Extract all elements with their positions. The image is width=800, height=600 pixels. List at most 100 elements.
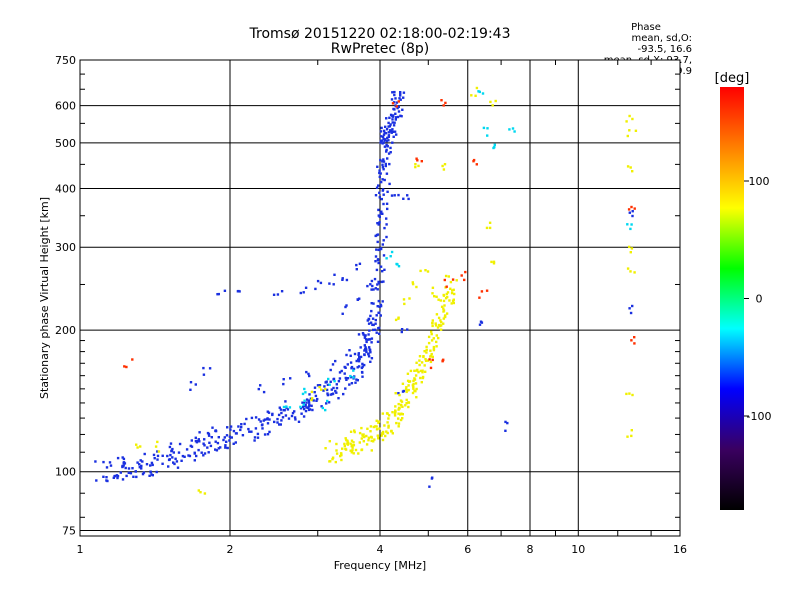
data-point: [225, 434, 229, 437]
data-point: [135, 475, 138, 479]
data-point: [474, 94, 477, 97]
data-point: [123, 365, 126, 368]
data-point: [354, 448, 358, 452]
data-point: [408, 380, 412, 383]
data-point: [407, 197, 410, 201]
data-point: [358, 357, 361, 361]
data-point: [406, 379, 410, 383]
data-point: [431, 319, 434, 322]
data-point: [341, 277, 344, 280]
data-point: [397, 412, 400, 415]
data-point: [174, 457, 177, 460]
data-point: [366, 338, 369, 341]
data-point: [157, 450, 161, 453]
data-point: [377, 420, 381, 423]
data-point: [631, 210, 634, 213]
data-point: [371, 323, 374, 326]
data-point: [362, 333, 365, 336]
data-point: [355, 378, 358, 381]
data-point: [397, 406, 401, 410]
data-point: [293, 416, 297, 419]
data-point: [491, 104, 494, 107]
data-point: [368, 338, 371, 341]
data-point: [394, 118, 397, 121]
data-point: [261, 423, 264, 426]
data-point: [378, 427, 381, 430]
data-point: [305, 398, 309, 401]
data-point: [506, 421, 509, 425]
data-point: [177, 451, 181, 454]
data-point: [314, 394, 318, 398]
data-point: [346, 363, 349, 366]
data-point: [247, 427, 250, 431]
data-point: [630, 339, 633, 342]
data-point: [431, 321, 434, 325]
data-point: [431, 292, 434, 295]
data-point: [392, 135, 395, 138]
data-point: [480, 290, 484, 293]
data-point: [631, 214, 634, 218]
data-point: [383, 131, 386, 135]
data-point: [437, 298, 440, 301]
data-point: [428, 485, 431, 488]
data-point: [384, 434, 387, 438]
data-point: [396, 115, 400, 119]
data-point: [131, 467, 134, 470]
data-point: [232, 442, 235, 445]
data-point: [626, 223, 629, 226]
data-point: [372, 288, 375, 291]
data-point: [140, 464, 143, 468]
data-point: [284, 400, 287, 403]
data-point: [382, 129, 386, 133]
data-point: [390, 194, 394, 197]
data-point: [385, 430, 388, 433]
data-point: [318, 384, 322, 387]
data-point: [387, 121, 390, 125]
data-point: [156, 454, 160, 458]
data-point: [208, 367, 212, 370]
data-point: [411, 391, 415, 395]
phase-header: Phase: [631, 22, 661, 33]
data-point: [354, 381, 357, 384]
data-point: [379, 135, 383, 138]
data-point: [266, 433, 270, 436]
data-point: [397, 425, 400, 428]
data-point: [341, 312, 344, 315]
data-point: [105, 466, 109, 469]
data-point: [406, 389, 409, 392]
data-point: [355, 268, 358, 271]
data-point: [375, 428, 379, 431]
data-point: [420, 160, 423, 163]
data-point: [418, 363, 421, 367]
data-point: [394, 405, 397, 408]
data-point: [478, 323, 482, 326]
data-point: [284, 414, 288, 417]
data-point: [224, 444, 227, 447]
data-point: [359, 355, 363, 359]
data-point: [388, 162, 391, 166]
data-point: [345, 304, 348, 307]
data-point: [374, 260, 377, 263]
data-point: [148, 474, 151, 477]
data-point: [431, 324, 434, 328]
data-point: [219, 446, 222, 449]
data-point: [108, 461, 112, 464]
data-point: [431, 355, 434, 359]
data-point: [171, 447, 174, 451]
data-point: [209, 444, 213, 448]
data-point: [420, 381, 423, 384]
data-point: [370, 302, 373, 305]
data-point: [208, 441, 211, 444]
data-point: [385, 257, 388, 260]
data-point: [368, 329, 371, 332]
data-point: [156, 458, 159, 461]
data-point: [451, 289, 454, 292]
data-point: [349, 449, 352, 452]
data-point: [376, 288, 379, 291]
x-tick-label: 8: [527, 543, 534, 556]
data-point: [294, 418, 297, 421]
data-point: [464, 270, 467, 274]
data-point: [203, 452, 207, 455]
data-point: [170, 449, 174, 452]
data-point: [287, 417, 291, 420]
